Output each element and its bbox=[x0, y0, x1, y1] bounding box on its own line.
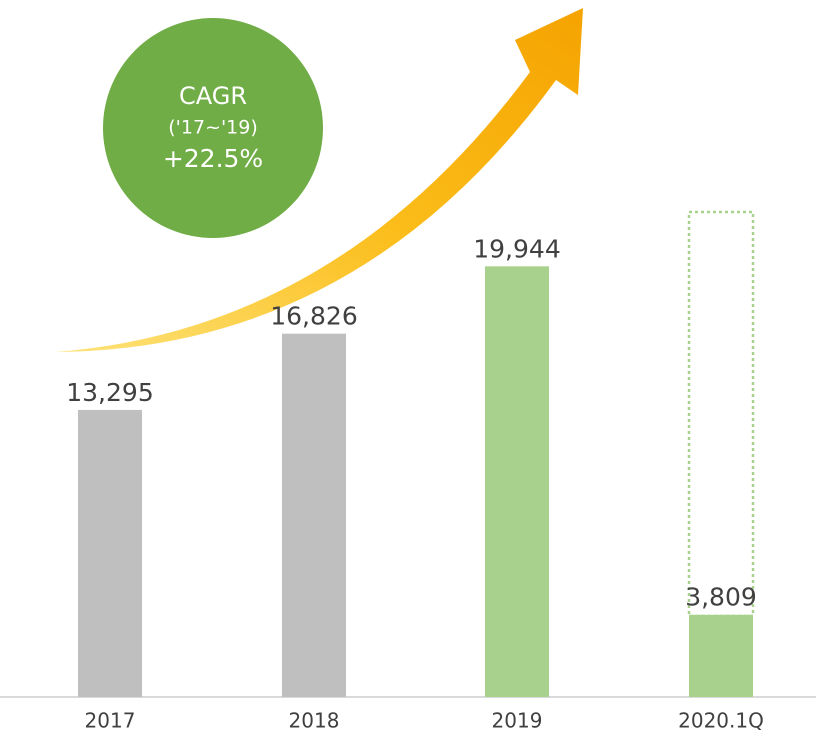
x-tick-label: 2019 bbox=[492, 709, 543, 733]
cagr-value: +22.5% bbox=[163, 144, 263, 173]
value-label: 3,809 bbox=[685, 583, 757, 612]
value-label: 13,295 bbox=[66, 378, 153, 407]
value-label: 16,826 bbox=[270, 302, 357, 331]
bar bbox=[282, 333, 346, 697]
cagr-badge bbox=[103, 18, 323, 238]
cagr-period: ('17~'19) bbox=[168, 117, 258, 139]
x-tick-label: 2018 bbox=[289, 709, 340, 733]
x-tick-label: 2017 bbox=[85, 709, 136, 733]
growth-arrow bbox=[55, 8, 583, 352]
projection-box bbox=[687, 210, 755, 618]
x-tick-label: 2020.1Q bbox=[678, 709, 764, 733]
bar bbox=[485, 266, 549, 697]
cagr-title: CAGR bbox=[179, 82, 247, 110]
bar bbox=[78, 409, 142, 697]
bar bbox=[689, 614, 753, 697]
value-label: 19,944 bbox=[473, 234, 560, 263]
